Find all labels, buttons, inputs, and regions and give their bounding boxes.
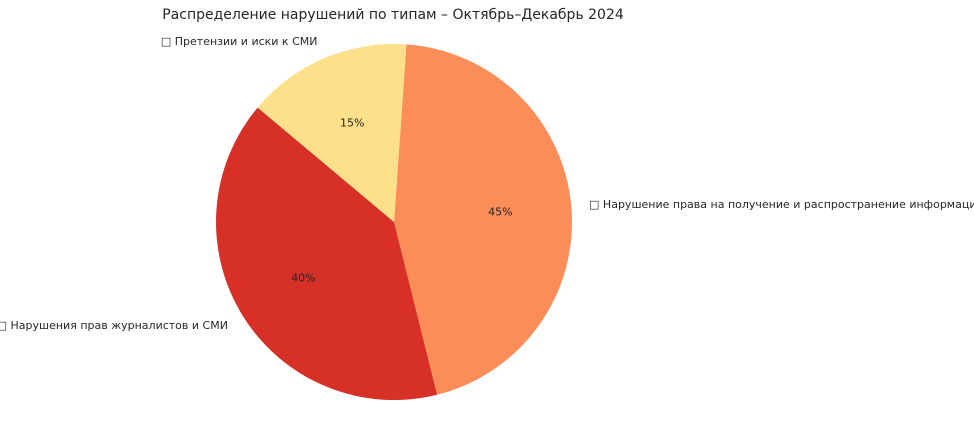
value-label: 15% bbox=[340, 117, 364, 130]
value-label: 40% bbox=[291, 272, 315, 285]
slice-label: □ Претензии и иски к СМИ bbox=[161, 35, 318, 48]
slice-label: □ Нарушение права на получение и распрос… bbox=[589, 198, 974, 211]
pie-slice bbox=[394, 44, 573, 395]
chart-title: Распределение нарушений по типам – Октяб… bbox=[162, 7, 624, 23]
pie-slice bbox=[216, 107, 438, 401]
pie-slice bbox=[257, 43, 407, 222]
value-label: 45% bbox=[488, 206, 512, 219]
slice-label: □ Нарушения прав журналистов и СМИ bbox=[0, 319, 228, 332]
